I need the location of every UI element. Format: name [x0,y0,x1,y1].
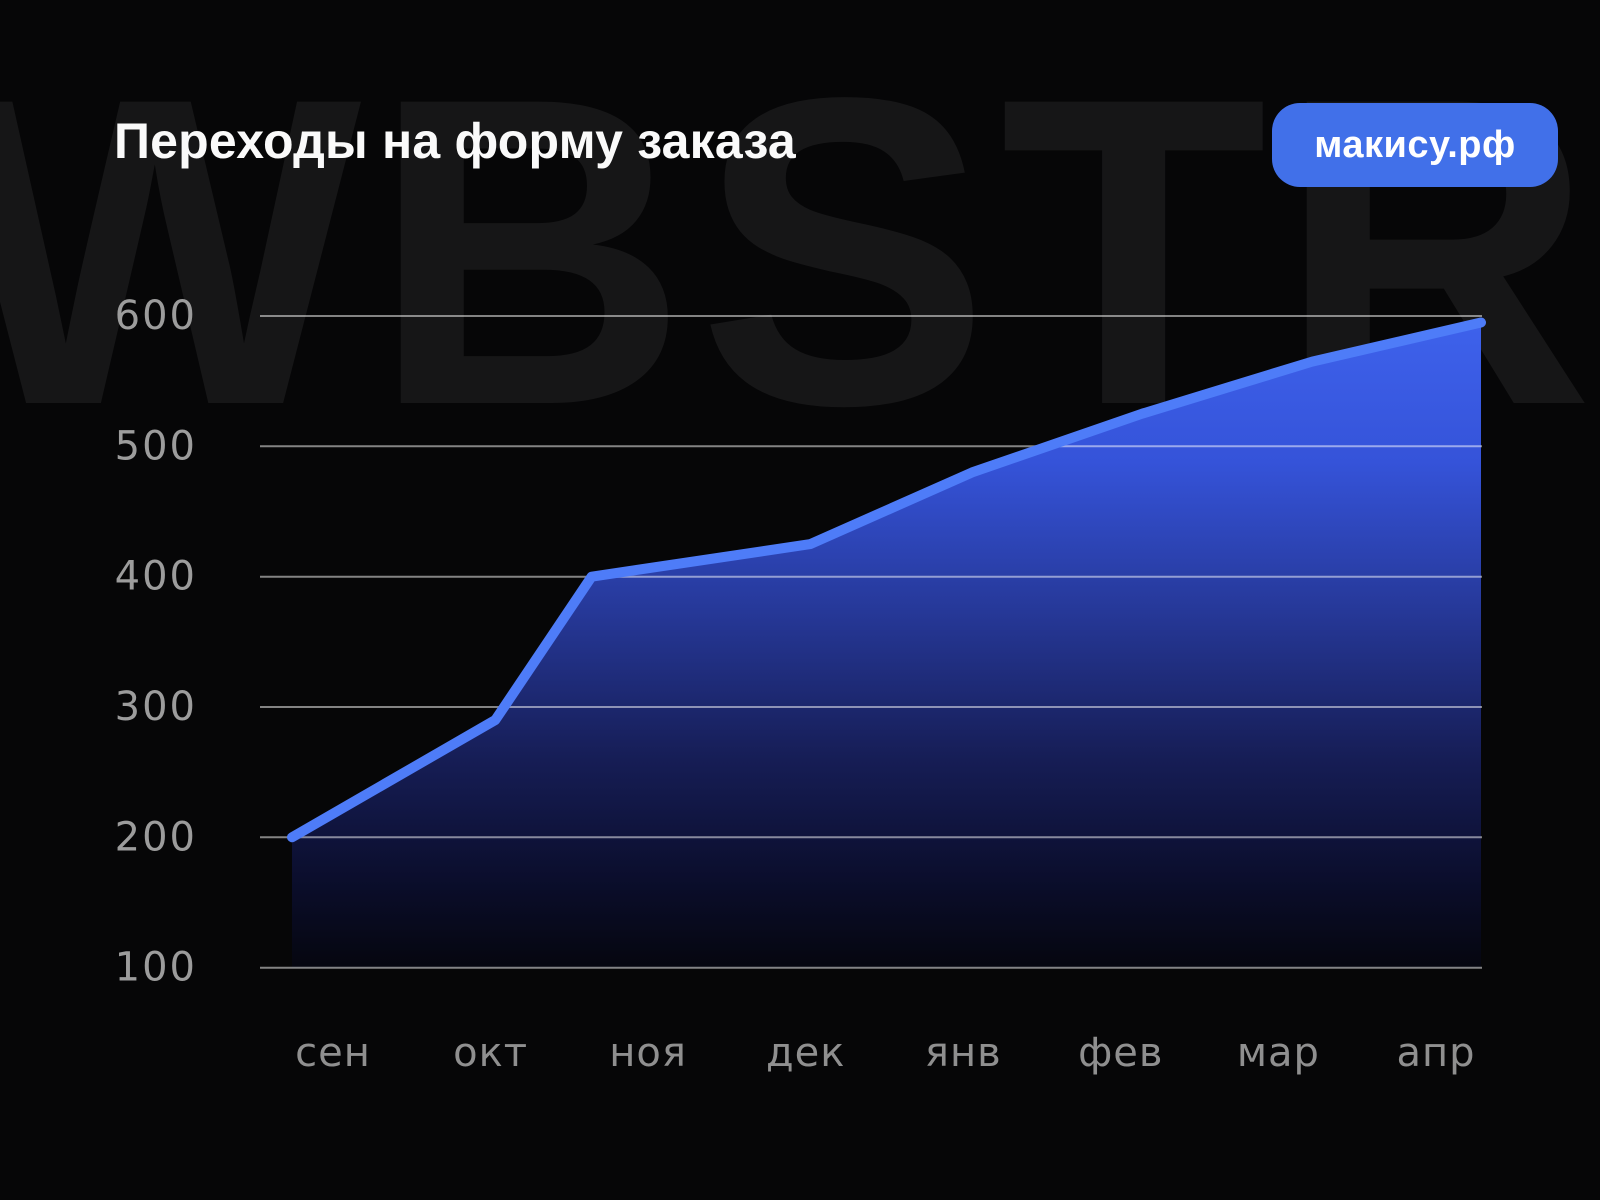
x-axis-label-2: ноя [609,1030,687,1076]
area-fill [292,322,1481,968]
x-axis-label-0: сен [295,1030,371,1076]
y-tick-label-100: 100 [115,945,197,991]
y-tick-label-500: 500 [115,423,197,469]
page-title: Переходы на форму заказа [114,113,796,169]
x-axis-label-1: окт [453,1030,528,1076]
y-tick-label-600: 600 [115,293,197,339]
x-axis-label-7: апр [1396,1030,1475,1076]
trend-line [287,317,1486,843]
y-tick-label-300: 300 [115,684,197,730]
x-axis-label-3: дек [766,1030,845,1076]
y-tick-label-400: 400 [115,554,197,600]
site-badge[interactable]: макису.рф [1272,103,1558,187]
y-tick-label-200: 200 [115,814,197,860]
x-axis-label-6: мар [1237,1030,1320,1076]
x-axis-label-4: янв [925,1030,1002,1076]
site-badge-label: макису.рф [1314,123,1516,166]
x-axis-label-5: фев [1078,1030,1163,1076]
